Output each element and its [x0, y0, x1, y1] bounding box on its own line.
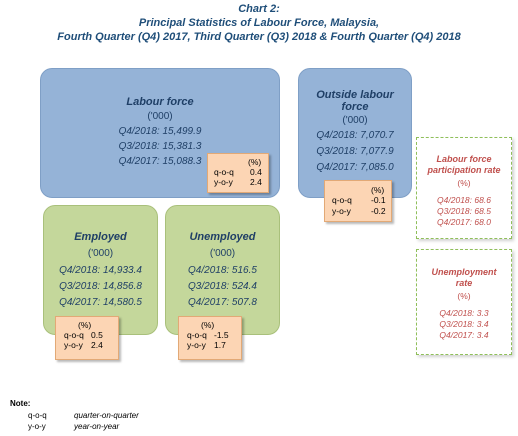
- outside-labour-force-change-box: (%) q-o-q -0.1 y-o-y -0.2: [324, 180, 392, 222]
- outside-labour-force-title-line1: Outside labour: [316, 89, 394, 101]
- participation-rate-title-line2: participation rate: [427, 165, 501, 175]
- unemployed-qoq-label: q-o-q: [187, 330, 207, 340]
- unemployed-q3-2018: Q3/2018: 524.4: [188, 281, 257, 292]
- labour-force-qoq-label: q-o-q: [214, 167, 234, 177]
- outside-labour-force-yoy-label: y-o-y: [332, 206, 351, 216]
- unemployment-rate-q3-2018: Q3/2018: 3.4: [439, 319, 489, 329]
- unemployed-box: Unemployed ('000) Q4/2018: 516.5 Q3/2018…: [165, 205, 280, 335]
- unemployed-q4-2018: Q4/2018: 516.5: [188, 265, 257, 276]
- outside-labour-force-box: Outside labour force ('000) Q4/2018: 7,0…: [298, 68, 412, 198]
- outside-labour-force-q4-2017: Q4/2017: 7,085.0: [316, 162, 394, 173]
- labour-force-change-box: (%) q-o-q 0.4 y-o-y 2.4: [207, 153, 269, 193]
- participation-rate-title-line1: Labour force: [436, 154, 492, 164]
- unemployment-rate-title-line1: Unemployment: [431, 267, 497, 277]
- employed-pct-label: (%): [78, 320, 92, 330]
- outside-labour-force-pct-label: (%): [371, 185, 385, 195]
- employed-qoq-label: q-o-q: [64, 330, 84, 340]
- note-abbr-yoy: y-o-y: [28, 422, 46, 431]
- labour-force-q4-2017: Q4/2017: 15,088.3: [118, 156, 202, 167]
- unemployment-rate-title-line2: rate: [455, 278, 473, 288]
- unemployment-rate-q4-2018: Q4/2018: 3.3: [439, 308, 489, 318]
- outside-labour-force-q4-2018: Q4/2018: 7,070.7: [316, 130, 394, 141]
- chart-title: Principal Statistics of Labour Force, Ma…: [138, 17, 380, 29]
- unemployed-change-box: (%) q-o-q -1.5 y-o-y 1.7: [178, 316, 242, 360]
- employed-change-box: (%) q-o-q 0.5 y-o-y 2.4: [55, 316, 119, 360]
- participation-rate-unit: (%): [457, 178, 471, 188]
- chart-subtitle: Fourth Quarter (Q4) 2017, Third Quarter …: [57, 31, 461, 43]
- employed-q3-2018: Q3/2018: 14,856.8: [59, 281, 142, 292]
- note-abbr-qoq: q-o-q: [28, 411, 47, 420]
- outside-labour-force-yoy-value: -0.2: [371, 206, 386, 216]
- unemployed-yoy-value: 1.7: [214, 340, 226, 350]
- participation-rate-q4-2017: Q4/2017: 68.0: [437, 217, 491, 227]
- labour-force-unit: ('000): [147, 111, 173, 122]
- note-heading: Note:: [10, 399, 31, 408]
- unemployed-unit: ('000): [209, 248, 236, 259]
- unemployed-yoy-label: y-o-y: [187, 340, 206, 350]
- unemployment-rate-box: Unemployment rate (%) Q4/2018: 3.3 Q3/20…: [416, 249, 512, 355]
- unemployed-title: Unemployed: [189, 231, 256, 243]
- unemployed-pct-label: (%): [201, 320, 215, 330]
- labour-force-yoy-label: y-o-y: [214, 177, 233, 187]
- labour-force-box: Labour force ('000) Q4/2018: 15,499.9 Q3…: [40, 68, 280, 198]
- employed-title: Employed: [74, 231, 127, 243]
- labour-force-title: Labour force: [126, 96, 194, 108]
- unemployed-qoq-value: -1.5: [214, 330, 229, 340]
- labour-force-qoq-value: 0.4: [250, 167, 262, 177]
- outside-labour-force-title-line2: force: [341, 101, 369, 113]
- labour-force-yoy-value: 2.4: [250, 177, 262, 187]
- employed-qoq-value: 0.5: [91, 330, 103, 340]
- participation-rate-q3-2018: Q3/2018: 68.5: [437, 206, 491, 216]
- participation-rate-q4-2018: Q4/2018: 68.6: [437, 195, 491, 205]
- labour-force-q4-2018: Q4/2018: 15,499.9: [118, 126, 202, 137]
- labour-force-q3-2018: Q3/2018: 15,381.3: [118, 141, 202, 152]
- employed-yoy-label: y-o-y: [64, 340, 83, 350]
- participation-rate-box: Labour force participation rate (%) Q4/2…: [416, 137, 512, 239]
- note-meaning-qoq: quarter-on-quarter: [74, 411, 139, 420]
- outside-labour-force-qoq-value: -0.1: [371, 195, 386, 205]
- employed-q4-2018: Q4/2018: 14,933.4: [59, 265, 142, 276]
- note-meaning-yoy: year-on-year: [74, 422, 120, 431]
- outside-labour-force-unit: ('000): [342, 115, 368, 126]
- employed-q4-2017: Q4/2017: 14,580.5: [59, 297, 142, 308]
- employed-yoy-value: 2.4: [91, 340, 103, 350]
- chart-number: Chart 2:: [238, 3, 280, 15]
- unemployed-q4-2017: Q4/2017: 507.8: [188, 297, 257, 308]
- unemployment-rate-q4-2017: Q4/2017: 3.4: [439, 330, 489, 340]
- outside-labour-force-q3-2018: Q3/2018: 7,077.9: [316, 146, 394, 157]
- employed-unit: ('000): [87, 248, 114, 259]
- outside-labour-force-qoq-label: q-o-q: [332, 195, 352, 205]
- unemployment-rate-unit: (%): [457, 291, 471, 301]
- labour-force-pct-label: (%): [248, 157, 262, 167]
